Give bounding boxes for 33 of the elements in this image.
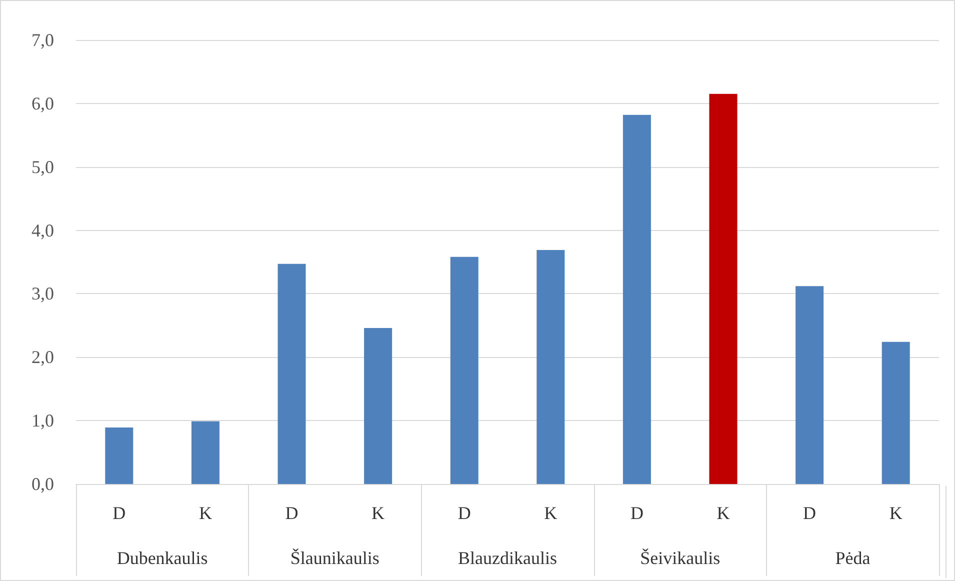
bar — [622, 114, 651, 484]
bar — [882, 342, 910, 484]
text: Šeivikaulis — [640, 548, 720, 568]
y-tick-label: 3,0 — [32, 284, 54, 304]
text: Pėda — [835, 548, 870, 568]
bar — [709, 94, 738, 484]
bar — [191, 421, 220, 484]
y-tick-label: 0,0 — [32, 474, 54, 494]
text: Šlaunikaulis — [290, 548, 380, 568]
y-tick-label: 6,0 — [32, 93, 54, 114]
text: Blauzdikaulis — [458, 548, 557, 568]
bar — [796, 286, 824, 484]
bar — [364, 328, 392, 484]
bar — [278, 264, 306, 484]
bar — [536, 250, 565, 484]
y-tick-label: 5,0 — [32, 156, 54, 177]
x-tick-label: K — [716, 503, 730, 523]
bar — [450, 256, 478, 484]
x-tick-label: D — [803, 503, 816, 523]
x-tick-label: D — [112, 503, 126, 523]
x-tick-label: K — [372, 503, 385, 523]
y-tick-label: 1,0 — [32, 410, 54, 431]
bar — [105, 428, 134, 484]
y-tick-label: 2,0 — [32, 347, 54, 368]
x-tick-label: K — [889, 503, 902, 523]
y-tick-label: 7,0 — [32, 30, 54, 50]
y-tick-label: 4,0 — [32, 220, 54, 240]
text: Dubenkaulis — [116, 548, 208, 568]
x-tick-label: D — [285, 503, 298, 523]
x-tick-label: D — [630, 503, 644, 523]
x-tick-label: D — [458, 503, 471, 523]
x-tick-label: K — [198, 503, 212, 523]
x-tick-label: K — [544, 503, 558, 523]
